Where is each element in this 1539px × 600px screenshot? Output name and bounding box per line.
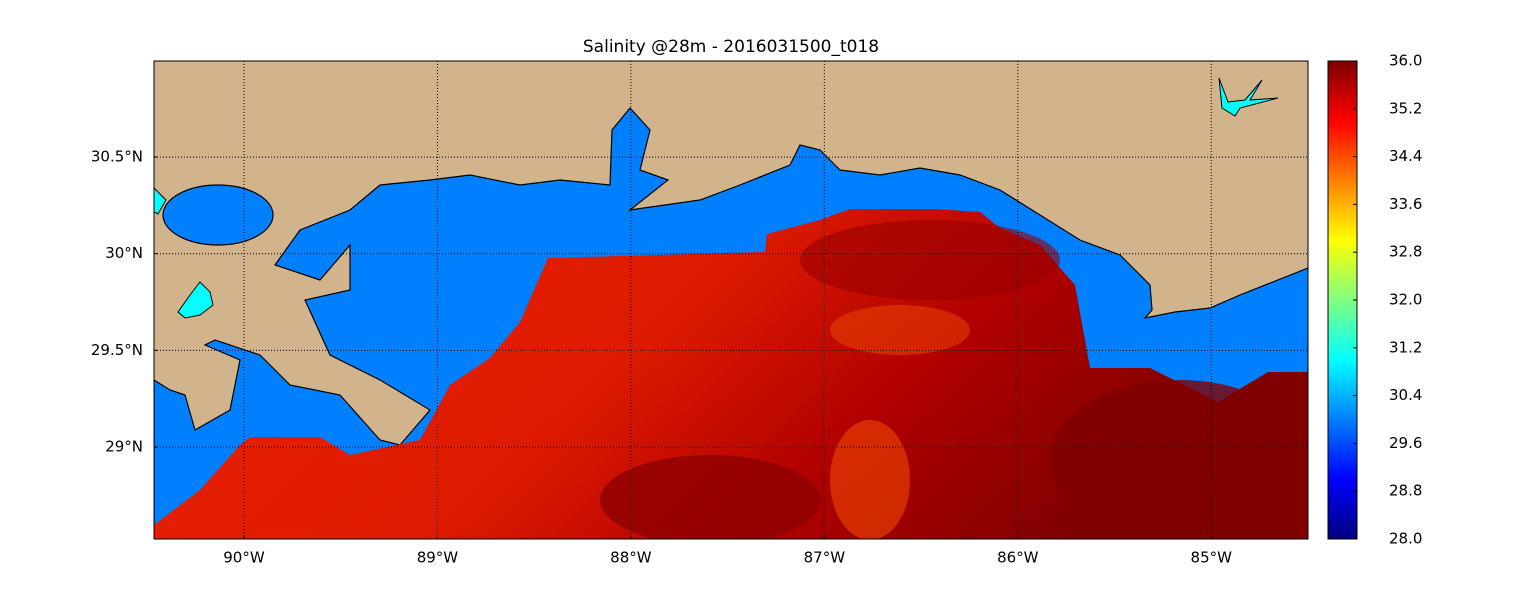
colorbar-tick-label: 29.6: [1389, 434, 1422, 452]
colorbar-tick-label: 34.4: [1389, 147, 1422, 165]
map-area: [154, 61, 1308, 539]
lake: [177, 281, 214, 319]
map-frame: [153, 60, 1309, 540]
salinity-low: [830, 305, 970, 355]
lake: [154, 187, 167, 215]
y-tick-label: 30.5°N: [91, 148, 143, 166]
colorbar-tick-label: 33.6: [1389, 195, 1422, 213]
salinity-field: [154, 209, 1308, 539]
x-tick-label: 86°W: [997, 549, 1039, 567]
x-tick-label: 88°W: [610, 549, 652, 567]
y-tick-label: 29°N: [105, 437, 143, 455]
colorbar: [1327, 60, 1358, 540]
salinity-high: [800, 220, 1060, 300]
colorbar-tick-label: 32.8: [1389, 243, 1422, 261]
salinity-high: [600, 455, 820, 539]
x-tick-label: 85°W: [1191, 549, 1233, 567]
lake: [1218, 77, 1279, 117]
lake: [162, 184, 274, 246]
colorbar-tick-label: 30.4: [1389, 386, 1422, 404]
colorbar-tick-label: 28.0: [1389, 530, 1422, 548]
y-tick-label: 29.5°N: [91, 341, 143, 359]
colorbar-tick-label: 36.0: [1389, 52, 1422, 70]
colorbar-tick-label: 32.0: [1389, 291, 1422, 309]
salinity-high: [1050, 380, 1308, 539]
x-tick-label: 87°W: [804, 549, 846, 567]
colorbar-tick-label: 28.8: [1389, 482, 1422, 500]
colorbar-tick-label: 31.2: [1389, 338, 1422, 356]
grid: [154, 61, 1308, 539]
map-title: Salinity @28m - 2016031500_t018: [583, 37, 879, 57]
salinity-low: [830, 420, 910, 539]
colorbar-tick-label: 35.2: [1389, 99, 1422, 117]
x-tick-label: 89°W: [417, 549, 459, 567]
x-tick-label: 90°W: [223, 549, 265, 567]
y-tick-label: 30°N: [105, 244, 143, 262]
